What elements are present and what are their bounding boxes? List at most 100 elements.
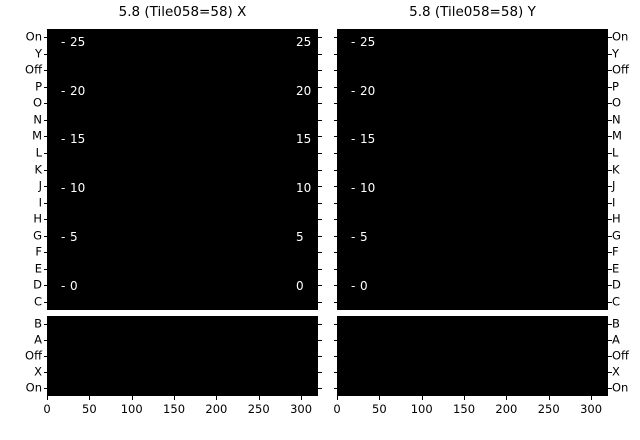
inplot-tick-label: -0	[351, 279, 368, 293]
x-axis-tick-mark	[89, 396, 91, 400]
axis-tick-mark	[608, 103, 612, 104]
axis-tick-mark	[43, 170, 47, 171]
axis-tick-mark	[318, 170, 322, 171]
category-label: F	[35, 244, 42, 259]
axis-tick-mark	[333, 186, 337, 187]
axis-tick-mark	[333, 103, 337, 104]
axis-tick-mark	[43, 340, 47, 341]
inplot-tick-label-group: -25 -20 -15 -10 -5 -0	[47, 29, 318, 310]
x-axis-tick-mark	[131, 396, 133, 400]
axis-tick-mark	[333, 324, 337, 325]
category-label: G	[612, 228, 621, 243]
x-axis-tick-mark	[216, 396, 218, 400]
category-label: C	[612, 294, 621, 309]
axis-tick-mark	[43, 87, 47, 88]
axis-tick-mark	[333, 153, 337, 154]
inplot-tick-label: -5	[351, 230, 368, 244]
category-label: I	[38, 195, 42, 210]
category-label: N	[612, 112, 621, 127]
inplot-tick-label: -5	[61, 230, 78, 244]
axis-tick-mark	[318, 37, 322, 38]
axis-tick-mark	[43, 302, 47, 303]
category-label: E	[612, 261, 620, 276]
category-label: E	[34, 261, 42, 276]
x-axis-tick-label: 300	[290, 402, 313, 416]
x-axis-tick-label: 300	[580, 402, 603, 416]
category-label: On	[612, 29, 629, 44]
category-labels-left-upper: On Y Off P O N M L K J I H G F E D C	[10, 29, 42, 310]
inplot-tick-label: -15	[61, 132, 86, 146]
axis-tick-mark	[333, 37, 337, 38]
axis-tick-mark	[318, 136, 322, 137]
category-label: Off	[25, 348, 42, 363]
axis-tick-mark	[333, 340, 337, 341]
axis-tick-mark	[608, 236, 612, 237]
axis-tick-mark	[608, 324, 612, 325]
category-label: P	[35, 79, 42, 94]
axis-tick-mark	[333, 252, 337, 253]
axis-tick-mark	[333, 170, 337, 171]
panel-x-upper-axes[interactable]	[47, 29, 318, 310]
x-axis-panel-x: 0 50 100 150 200 250 300	[43, 396, 318, 436]
category-label: On	[25, 380, 42, 395]
category-labels-right-upper: On Y Off P O N M L K J I H G F E D C	[612, 29, 640, 310]
category-label: M	[612, 128, 622, 143]
category-label: Y	[34, 46, 42, 61]
axis-tick-mark	[333, 388, 337, 389]
inplot-tick-label: 25	[296, 35, 312, 49]
category-label: B	[34, 316, 42, 331]
axis-tick-mark	[43, 153, 47, 154]
category-label: J	[612, 178, 616, 193]
axis-tick-mark	[43, 103, 47, 104]
axis-tick-mark	[318, 269, 322, 270]
axis-tick-mark	[333, 87, 337, 88]
axis-tick-mark	[318, 103, 322, 104]
axis-tick-mark	[318, 236, 322, 237]
axis-tick-mark	[608, 170, 612, 171]
axis-tick-mark	[43, 285, 47, 286]
axis-tick-mark	[318, 120, 322, 121]
axis-tick-mark	[608, 340, 612, 341]
inplot-tick-label: 20	[296, 84, 312, 98]
axis-tick-mark	[43, 37, 47, 38]
axis-tick-mark	[43, 54, 47, 55]
panel-y-lower-axes[interactable]	[337, 316, 608, 396]
inplot-tick-label: 5	[296, 230, 304, 244]
category-label: A	[34, 332, 42, 347]
panel-y-upper-axes[interactable]	[337, 29, 608, 310]
axis-tick-mark	[333, 54, 337, 55]
x-axis-tick-mark	[421, 396, 423, 400]
axis-tick-mark	[608, 203, 612, 204]
x-axis-tick-label: 150	[453, 402, 476, 416]
panel-title-x: 5.8 (Tile058=58) X	[118, 4, 247, 20]
axis-tick-mark	[608, 54, 612, 55]
axis-tick-mark	[608, 153, 612, 154]
category-label: B	[612, 316, 620, 331]
axis-tick-mark	[43, 136, 47, 137]
category-labels-right-lower: B A Off X On	[612, 316, 640, 396]
x-axis-tick-mark	[174, 396, 176, 400]
inplot-tick-label: -20	[61, 84, 86, 98]
inplot-tick-label-group: -25 -20 -15 -10 -5 -0	[337, 29, 608, 310]
axis-tick-mark	[333, 285, 337, 286]
x-axis-tick-mark	[506, 396, 508, 400]
category-label: H	[612, 211, 621, 226]
category-label: On	[25, 29, 42, 44]
x-axis-tick-label: 200	[205, 402, 228, 416]
category-label: K	[612, 162, 620, 176]
category-label: I	[612, 195, 616, 210]
axis-tick-mark	[43, 388, 47, 389]
category-label: O	[32, 95, 42, 110]
category-label: X	[612, 364, 620, 379]
axis-tick-mark	[608, 219, 612, 220]
axis-tick-mark	[333, 203, 337, 204]
axis-tick-mark	[608, 37, 612, 38]
axis-tick-mark	[43, 356, 47, 357]
panel-x-lower-axes[interactable]	[47, 316, 318, 396]
inplot-tick-label: -25	[351, 35, 376, 49]
axis-tick-mark	[43, 372, 47, 373]
axis-tick-mark	[608, 87, 612, 88]
axis-tick-mark	[43, 186, 47, 187]
axis-tick-mark	[608, 285, 612, 286]
x-axis-panel-y: 0 50 100 150 200 250 300	[333, 396, 608, 436]
